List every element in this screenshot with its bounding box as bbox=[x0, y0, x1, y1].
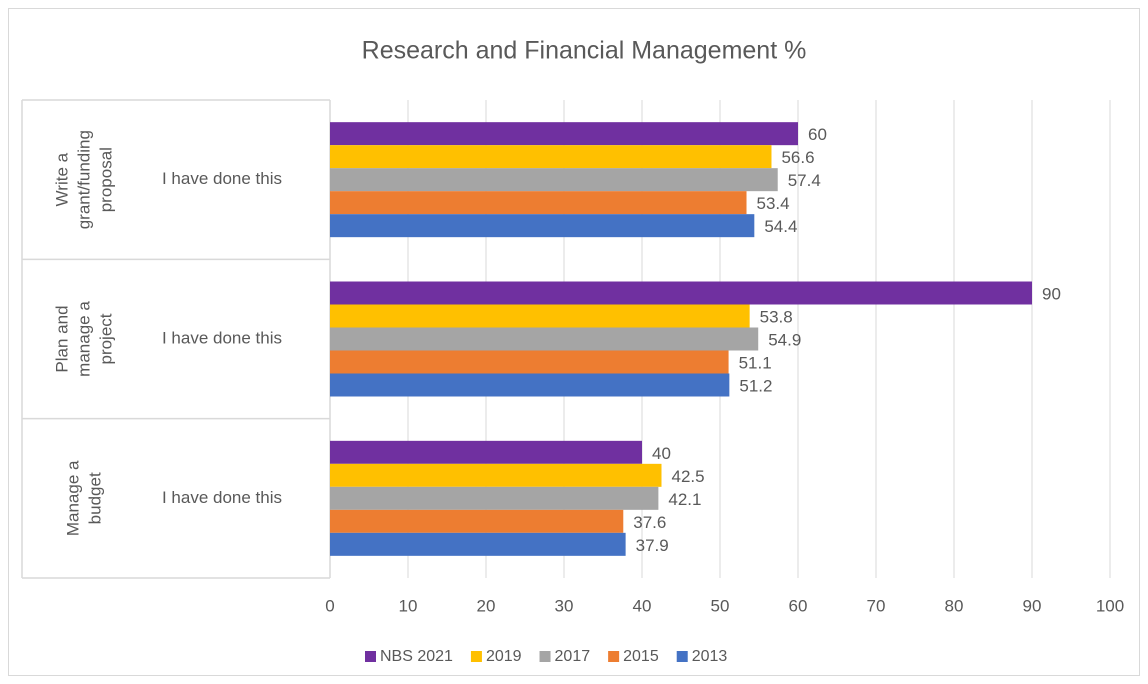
legend-marker bbox=[608, 651, 620, 662]
x-tick-label: 30 bbox=[555, 596, 574, 615]
data-label: 54.4 bbox=[764, 217, 797, 236]
x-tick-label: 80 bbox=[945, 596, 964, 615]
category-label: I have done this bbox=[162, 488, 282, 507]
data-label: 60 bbox=[808, 125, 827, 144]
bar bbox=[330, 373, 730, 397]
x-tick-label: 100 bbox=[1096, 596, 1124, 615]
bar bbox=[330, 191, 747, 215]
category-label: I have done this bbox=[162, 169, 282, 188]
x-tick-label: 60 bbox=[789, 596, 808, 615]
data-label: 37.9 bbox=[636, 536, 669, 555]
data-label: 90 bbox=[1042, 284, 1061, 303]
group-label: grant/funding bbox=[74, 130, 93, 229]
bar bbox=[330, 214, 755, 238]
group-label: budget bbox=[85, 472, 104, 524]
bar bbox=[330, 168, 778, 192]
data-label: 57.4 bbox=[788, 171, 821, 190]
data-label: 37.6 bbox=[633, 513, 666, 532]
data-label: 51.2 bbox=[739, 376, 772, 395]
group-label: Write a bbox=[52, 152, 71, 206]
legend-marker bbox=[365, 651, 376, 662]
data-label: 40 bbox=[652, 444, 671, 463]
bar bbox=[330, 122, 798, 146]
category-label: I have done this bbox=[162, 328, 282, 347]
legend-label: 2013 bbox=[692, 648, 728, 665]
legend-label: 2017 bbox=[555, 648, 591, 665]
chart-title: Research and Financial Management % bbox=[362, 37, 807, 65]
group-label: Manage a bbox=[63, 460, 82, 536]
data-label: 53.4 bbox=[757, 194, 790, 213]
x-tick-label: 40 bbox=[633, 596, 652, 615]
group-label: proposal bbox=[96, 147, 115, 212]
bar bbox=[330, 281, 1032, 305]
bar bbox=[330, 440, 642, 464]
legend-label: 2015 bbox=[623, 648, 659, 665]
legend-label: NBS 2021 bbox=[380, 648, 453, 665]
data-label: 54.9 bbox=[768, 330, 801, 349]
legend-marker bbox=[470, 651, 482, 662]
x-tick-label: 20 bbox=[477, 596, 496, 615]
data-label: 42.1 bbox=[668, 490, 701, 509]
x-tick-label: 10 bbox=[399, 596, 418, 615]
x-tick-label: 50 bbox=[711, 596, 730, 615]
group-label: Plan and bbox=[52, 305, 71, 372]
x-tick-label: 70 bbox=[867, 596, 886, 615]
x-tick-label: 0 bbox=[325, 596, 334, 615]
bar bbox=[330, 304, 750, 328]
data-label: 56.6 bbox=[781, 148, 814, 167]
data-label: 42.5 bbox=[672, 467, 705, 486]
x-tick-label: 90 bbox=[1023, 596, 1042, 615]
legend-marker bbox=[676, 651, 688, 662]
bar bbox=[330, 509, 624, 533]
bar bbox=[330, 327, 759, 351]
bar bbox=[330, 145, 772, 169]
bar bbox=[330, 532, 626, 556]
bar bbox=[330, 486, 659, 510]
group-label: manage a bbox=[74, 301, 93, 377]
bar bbox=[330, 350, 729, 374]
legend-label: 2019 bbox=[486, 648, 522, 665]
data-label: 53.8 bbox=[760, 307, 793, 326]
data-label: 51.1 bbox=[739, 353, 772, 372]
group-label: project bbox=[96, 313, 115, 364]
bar bbox=[330, 463, 662, 487]
legend-marker bbox=[539, 651, 551, 662]
